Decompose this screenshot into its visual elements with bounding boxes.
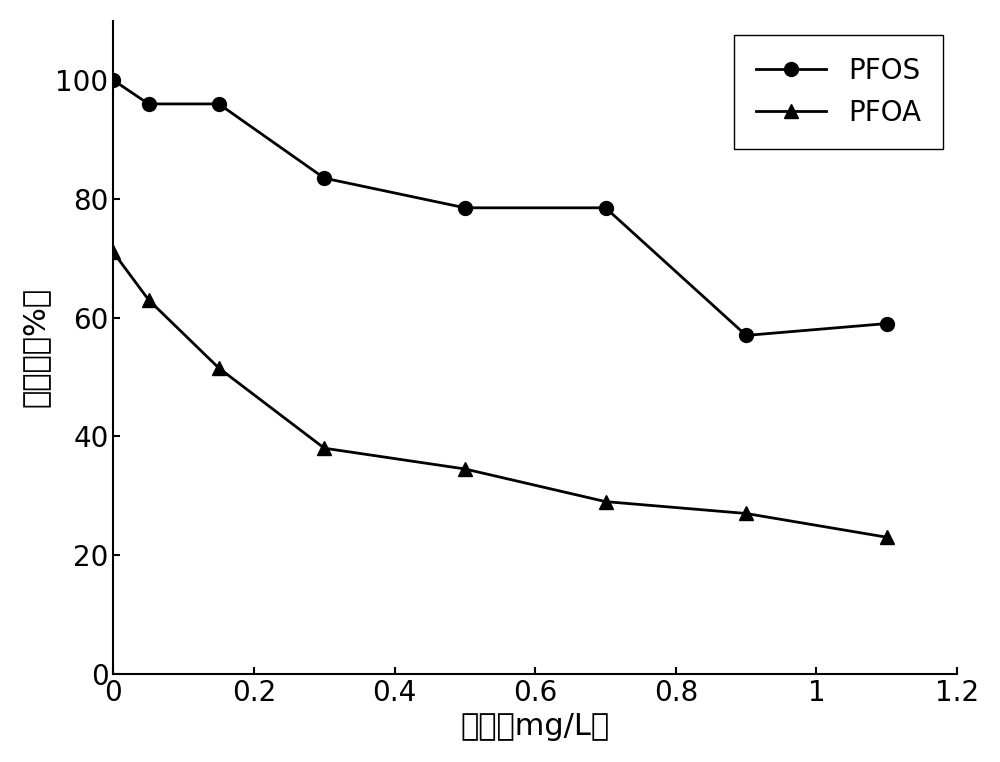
PFOS (107, 75, 119, 85)
PFOA (213, 363, 225, 373)
PFOS (459, 203, 471, 213)
PFOA (459, 464, 471, 473)
PFOA (143, 295, 155, 304)
PFOA (740, 509, 752, 518)
Y-axis label: 去除率（%）: 去除率（%） (21, 287, 50, 408)
PFOA (318, 443, 330, 453)
PFOS (318, 174, 330, 183)
PFOA (881, 533, 893, 542)
X-axis label: 浓度（mg/L）: 浓度（mg/L） (461, 712, 610, 741)
Line: PFOA: PFOA (106, 245, 894, 544)
PFOS (600, 203, 612, 213)
Line: PFOS: PFOS (106, 73, 894, 342)
PFOA (107, 248, 119, 257)
Legend: PFOS, PFOA: PFOS, PFOA (734, 35, 943, 149)
PFOA (600, 497, 612, 506)
PFOS (740, 331, 752, 340)
PFOS (143, 99, 155, 108)
PFOS (213, 99, 225, 108)
PFOS (881, 319, 893, 328)
